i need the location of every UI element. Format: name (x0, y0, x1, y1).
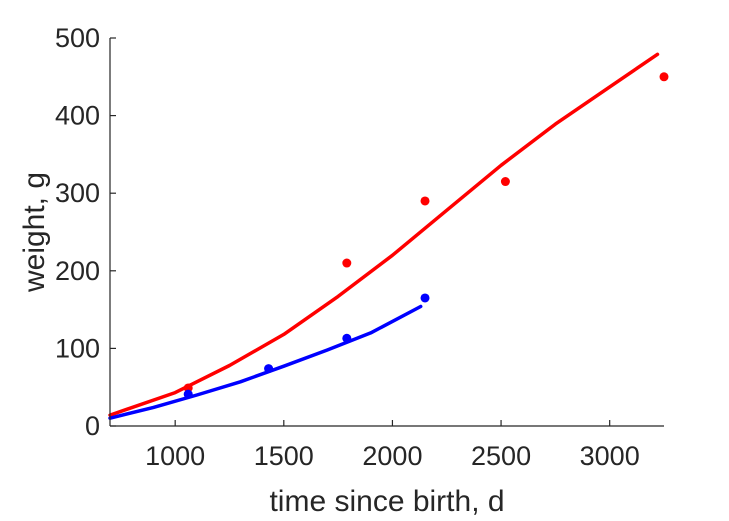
data-point-1 (183, 383, 193, 393)
data-point-2 (183, 389, 193, 399)
fit-curve-2 (108, 304, 423, 420)
y-tick-label: 300 (55, 178, 100, 208)
y-tick-label: 0 (85, 411, 100, 441)
data-point-1 (500, 177, 510, 187)
x-tick-label: 1000 (145, 441, 205, 471)
x-tick-label: 2500 (471, 441, 531, 471)
fit-curve-1 (108, 52, 660, 417)
y-tick-label: 100 (55, 333, 100, 363)
data-point-1 (659, 72, 669, 82)
data-point-1 (420, 196, 430, 206)
x-tick-label: 2000 (362, 441, 422, 471)
y-axis-title: weight, g (18, 172, 51, 293)
data-point-2 (420, 293, 430, 303)
y-tick-label: 400 (55, 101, 100, 131)
data-point-2 (342, 333, 352, 343)
y-tick-label: 200 (55, 256, 100, 286)
x-axis-ticks: 1000 1500 2000 2500 3000 (145, 420, 640, 471)
plot-area (108, 52, 669, 420)
x-tick-label: 1500 (254, 441, 314, 471)
y-axis-ticks: 0 100 200 300 400 500 (55, 23, 116, 441)
y-tick-label: 500 (55, 23, 100, 53)
x-tick-label: 3000 (580, 441, 640, 471)
x-axis-title: time since birth, d (269, 485, 504, 518)
data-point-2 (264, 364, 274, 374)
data-point-1 (342, 258, 352, 268)
